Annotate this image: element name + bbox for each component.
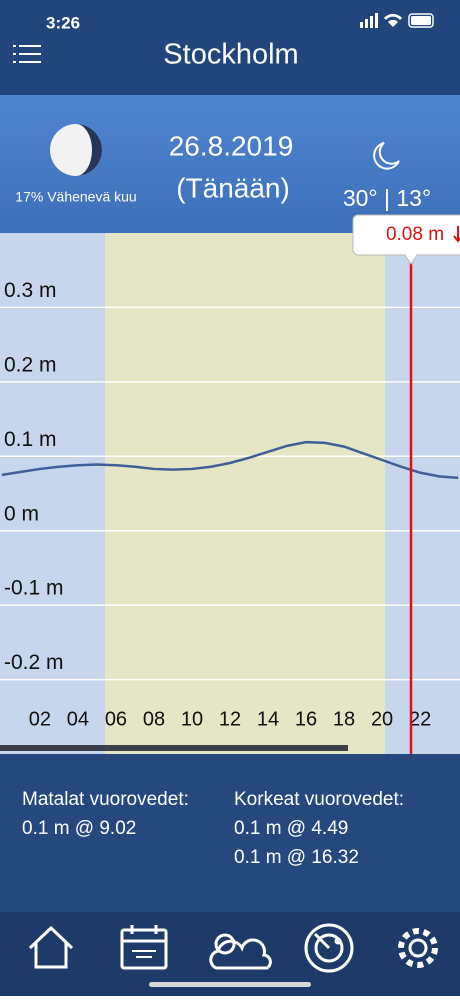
x-tick-label: 08: [143, 708, 165, 730]
status-icons: [360, 13, 434, 28]
low-tide: 0.1 m @ 9.02: [22, 818, 136, 839]
x-tick-label: 04: [67, 708, 89, 730]
date: 26.8.2019: [169, 130, 294, 161]
tide-line: [1, 440, 459, 480]
x-tick-label: 18: [333, 708, 355, 730]
low-title: Matalat vuorovedet:: [22, 789, 189, 810]
status-time: 3:26: [46, 13, 80, 32]
scrollbar[interactable]: [0, 745, 348, 751]
menu-button[interactable]: [13, 45, 41, 63]
tide-chart: 0.3 m 0.2 m 0.1 m 0 m -0.1 m -0.2 m 02 04 06 08 10…: [0, 279, 460, 730]
tab-home[interactable]: [28, 925, 74, 969]
moon-icon: [50, 124, 102, 176]
y-tick-label: 0.1 m: [4, 428, 57, 451]
moon-phase: 17% Vähenevä kuu: [15, 189, 136, 205]
home-indicator: [149, 982, 311, 987]
x-tick-label: 16: [295, 708, 317, 730]
tab-calendar[interactable]: [120, 925, 168, 970]
temperature: 30° | 13°: [343, 185, 431, 211]
high-tide: 0.1 m @ 16.32: [234, 847, 359, 868]
tab-radar[interactable]: [304, 923, 354, 973]
high-title: Korkeat vuorovedet:: [234, 789, 404, 810]
tab-settings[interactable]: [398, 928, 438, 968]
x-tick-label: 10: [181, 708, 203, 730]
x-tick-label: 22: [409, 708, 431, 730]
tides: Matalat vuorovedet: Korkeat vuorovedet: …: [22, 789, 404, 868]
high-tide: 0.1 m @ 4.49: [234, 818, 348, 839]
current-callout: 0.08 m: [352, 214, 460, 265]
x-tick-label: 06: [105, 708, 127, 730]
x-tick-label: 02: [29, 708, 51, 730]
y-tick-label: 0 m: [4, 502, 39, 525]
tab-weather[interactable]: [209, 933, 272, 970]
x-tick-label: 14: [257, 708, 279, 730]
night-icon: [373, 142, 400, 170]
day: (Tänään): [176, 172, 290, 203]
y-tick-label: 0.3 m: [4, 279, 57, 302]
header-title: Stockholm: [163, 39, 298, 71]
header-bg: [0, 0, 460, 95]
x-tick-label: 20: [371, 708, 393, 730]
x-tick-label: 12: [219, 708, 241, 730]
tides-bg: [0, 754, 460, 912]
y-tick-label: -0.2 m: [4, 651, 64, 674]
current-value: 0.08 m: [386, 224, 444, 245]
y-tick-label: 0.2 m: [4, 353, 57, 376]
y-tick-label: -0.1 m: [4, 577, 64, 600]
daylight-band: [105, 233, 385, 754]
